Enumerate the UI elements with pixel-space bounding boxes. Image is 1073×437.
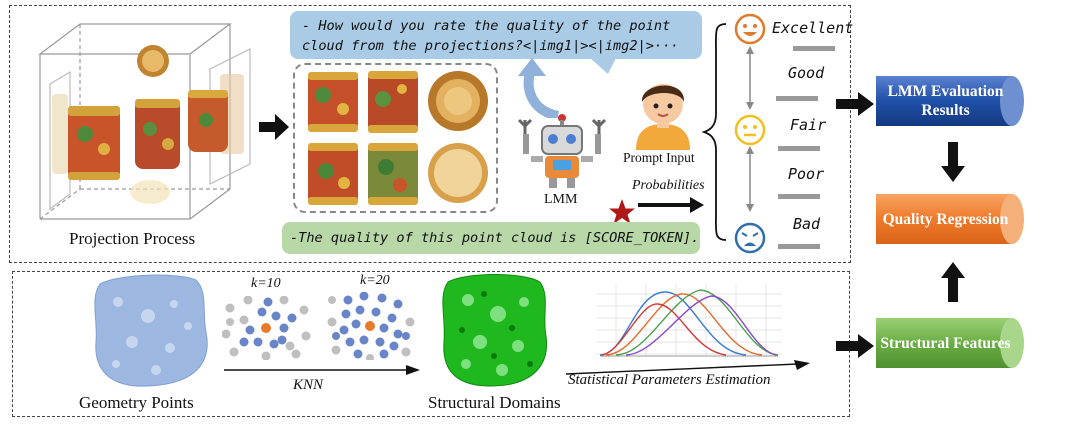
rating-bar	[778, 146, 820, 151]
up-arrow	[941, 262, 965, 302]
down-arrow	[941, 142, 965, 182]
quality-regression-label: Quality Regression	[882, 210, 1009, 228]
geometry-points-blob	[94, 274, 208, 387]
rating-bar	[778, 194, 820, 199]
rating-bar	[778, 244, 820, 249]
quality-regression-cylinder	[876, 194, 1024, 244]
knn-arrow	[224, 365, 420, 375]
structural-domains-blob	[442, 274, 548, 387]
answer-text: -The quality of this point cloud is [SCO…	[290, 230, 700, 246]
rating-poor: Poor	[788, 165, 825, 183]
stats-estimation-label: Statistical Parameters Estimation	[568, 372, 771, 388]
projection-grid	[293, 63, 498, 213]
star-icon	[609, 199, 635, 224]
structural-features-cylinder	[876, 318, 1024, 368]
happy-face-icon	[734, 13, 766, 45]
rating-good: Good	[788, 64, 825, 82]
question-bubble-tail	[590, 58, 616, 74]
probabilities-arrow	[638, 197, 704, 213]
k10-label: k=10	[251, 276, 281, 291]
curved-arrow	[518, 58, 560, 118]
robot-icon	[517, 114, 607, 188]
lmm-results-label: LMM Evaluation Results	[887, 83, 1004, 119]
rating-excellent: Excellent	[772, 19, 854, 37]
sad-face-icon	[734, 222, 766, 254]
right-arrow-3	[836, 334, 874, 358]
question-bubble: - How would you rate the quality of the …	[290, 11, 702, 59]
right-arrow-1	[259, 114, 289, 140]
right-arrow-2	[836, 92, 874, 116]
k20-label: k=20	[360, 273, 390, 288]
structural-domains-label: Structural Domains	[428, 393, 561, 412]
prompt-input-label: Prompt Input	[623, 150, 695, 165]
probabilities-label: Probabilities	[632, 178, 705, 193]
answer-bubble: -The quality of this point cloud is [SCO…	[282, 222, 700, 254]
emoji-scale	[746, 46, 754, 212]
stats-arrow	[566, 360, 810, 375]
projection-images	[308, 71, 488, 205]
knn-k20-dots	[327, 292, 415, 360]
projection-cube	[38, 23, 251, 220]
curly-brace	[702, 23, 727, 241]
geometry-points-label: Geometry Points	[79, 393, 194, 412]
distribution-plot	[596, 284, 782, 357]
person-icon	[636, 84, 690, 150]
top-panel	[9, 5, 851, 263]
rating-fair: Fair	[790, 116, 827, 134]
neutral-face-icon	[734, 114, 766, 146]
rating-bar	[793, 46, 835, 51]
rating-bar	[776, 96, 818, 101]
projection-process-label: Projection Process	[69, 229, 196, 248]
lmm-label: LMM	[544, 192, 578, 207]
lmm-results-cylinder	[876, 76, 1024, 126]
structural-features-label: Structural Features	[880, 334, 1011, 352]
knn-label: KNN	[293, 377, 324, 393]
knn-k10-dots	[222, 296, 311, 360]
rating-bad: Bad	[793, 215, 821, 233]
question-text: - How would you rate the quality of the …	[302, 18, 679, 54]
